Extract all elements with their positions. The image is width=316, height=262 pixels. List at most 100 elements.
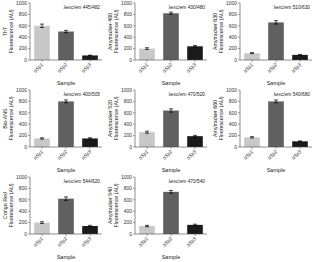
error-cap (274, 20, 278, 21)
y-tick-label: 1000 (16, 0, 27, 6)
error-stem (42, 24, 43, 27)
x-tick-label: αSy3 (185, 148, 198, 161)
x-axis-label: Sample (162, 167, 181, 173)
x-tick-label: αSy3 (185, 235, 198, 248)
error-bar (250, 53, 254, 54)
y-tick-label: 0 (234, 57, 237, 63)
y-axis-label: Amytracker 480Fluorescence (AU) (107, 9, 119, 53)
error-bar (40, 138, 44, 139)
annotation: λexc/em 470/520 (168, 92, 205, 97)
y-tick (133, 177, 135, 178)
y-tick (28, 199, 30, 200)
y-tick-label: 400 (19, 121, 28, 127)
error-cap (88, 225, 92, 226)
y-axis-label-line: Amytracker 480 (107, 13, 113, 50)
y-axis-label-line: Fluorescence (AU) (113, 183, 119, 227)
chart-panel: 02004006008001000αSy1αSy2αSy3SampleAmytr… (212, 87, 313, 173)
y-axis-label-line: Congo Red (2, 192, 8, 219)
error-stem (171, 190, 172, 193)
error-cap (274, 102, 278, 103)
x-tick (195, 234, 196, 236)
y-tick-label: 1000 (121, 174, 132, 180)
x-tick-label: αSy3 (80, 235, 93, 248)
y-tick-label: 1000 (121, 87, 132, 93)
x-tick-label: αSy1 (242, 148, 255, 161)
error-cap (250, 52, 254, 53)
chart-panel: 02004006008001000αSy1αSy2αSy3SampleAmytr… (107, 0, 208, 86)
y-axis-label-line: Fluorescence (AU) (8, 183, 14, 227)
error-cap (193, 47, 197, 48)
y-tick (133, 222, 135, 223)
error-cap (193, 135, 197, 136)
x-tick-label: αSy2 (266, 61, 279, 74)
y-axis-label-line: Fluorescence (AU) (8, 9, 14, 53)
annotation: λexc/em 470/540 (168, 179, 205, 184)
error-cap (250, 53, 254, 54)
x-tick-label: αSy3 (80, 148, 93, 161)
error-bar (169, 190, 173, 193)
x-tick-label: αSy3 (290, 148, 303, 161)
y-tick-label: 400 (229, 121, 238, 127)
error-cap (193, 45, 197, 46)
error-bar (193, 135, 197, 137)
y-tick-label: 800 (19, 98, 28, 104)
error-cap (298, 55, 302, 56)
error-cap (40, 137, 44, 138)
y-tick-label: 800 (229, 11, 238, 17)
error-bar (40, 222, 44, 224)
error-cap (145, 49, 149, 50)
y-axis-label-line: ThT (2, 26, 8, 36)
y-tick (28, 147, 30, 148)
y-tick-label: 800 (229, 98, 238, 104)
error-cap (64, 200, 68, 201)
y-axis-line (30, 90, 31, 147)
y-tick-label: 600 (124, 23, 133, 29)
x-tick-label: αSy3 (290, 61, 303, 74)
bar (244, 53, 260, 60)
bar (163, 192, 179, 234)
x-tick-label: αSy2 (161, 61, 174, 74)
figure: 02004006008001000αSy1αSy2αSy3SampleThTFl… (0, 0, 316, 262)
y-tick (238, 90, 240, 91)
y-tick-label: 400 (229, 34, 238, 40)
x-tick (90, 234, 91, 236)
error-cap (298, 54, 302, 55)
error-bar (274, 21, 278, 24)
error-cap (64, 32, 68, 33)
error-cap (145, 131, 149, 132)
chart-panel: 02004006008001000αSy1αSy2αSy3SampleAmytr… (107, 87, 208, 173)
error-cap (64, 30, 68, 31)
bar (58, 101, 74, 147)
y-tick (28, 188, 30, 189)
y-tick-label: 600 (19, 197, 28, 203)
error-bar (298, 140, 302, 142)
error-cap (169, 14, 173, 15)
y-tick (133, 14, 135, 15)
y-tick (133, 211, 135, 212)
y-axis-label-line: Fluorescence (AU) (218, 9, 224, 53)
x-tick (66, 60, 67, 62)
y-tick (238, 14, 240, 15)
y-tick-label: 0 (129, 144, 132, 150)
y-tick (238, 112, 240, 113)
y-axis-line (135, 3, 136, 60)
x-tick (147, 147, 148, 149)
y-tick-label: 400 (124, 121, 133, 127)
y-tick (133, 124, 135, 125)
marks (139, 109, 203, 147)
error-cap (169, 190, 173, 191)
x-tick (300, 147, 301, 149)
error-bar (64, 30, 68, 32)
x-tick (171, 60, 172, 62)
bar (187, 225, 203, 234)
y-tick (238, 3, 240, 4)
x-tick-label: αSy1 (242, 61, 255, 74)
error-bar (88, 138, 92, 139)
y-axis-line (135, 90, 136, 147)
y-tick (133, 188, 135, 189)
error-bar (88, 225, 92, 226)
y-axis-label-line: Amytracker 630 (212, 13, 218, 50)
error-cap (250, 136, 254, 137)
y-tick (133, 101, 135, 102)
y-tick-label: 800 (19, 11, 28, 17)
